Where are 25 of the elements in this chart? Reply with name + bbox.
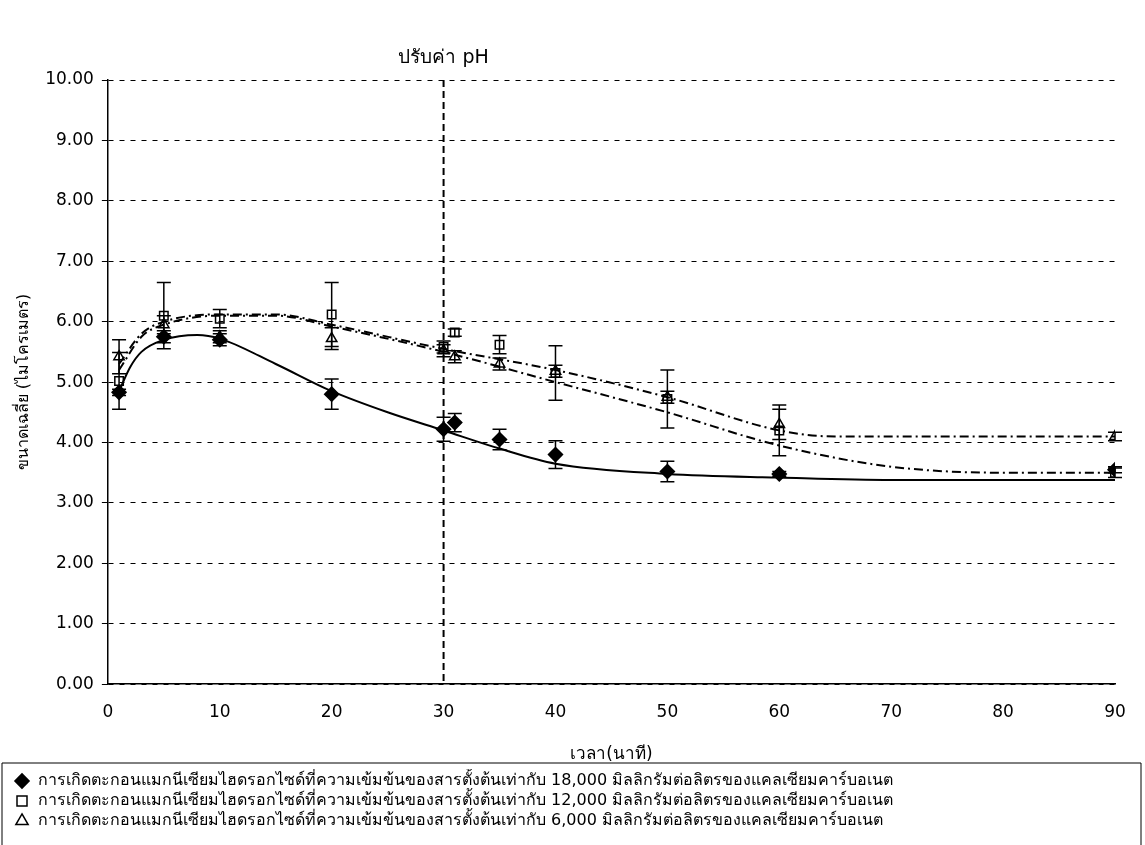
x-tick-label: 80 [992, 700, 1014, 721]
x-tick-label: 50 [656, 700, 679, 721]
x-tick-label: 30 [432, 700, 455, 721]
ref-line-label: ปรับค่า pH [398, 45, 489, 68]
x-axis-title: เวลา(นาที) [570, 743, 653, 764]
x-tick-label: 90 [1104, 700, 1126, 721]
y-tick-label: 2.00 [56, 551, 94, 572]
y-tick-label: 0.00 [56, 672, 94, 693]
x-tick-label: 40 [544, 700, 567, 721]
legend-label: การเกิดตะกอนแมกนีเซียมไฮดรอกไซด์ที่ความเข้มข้นของสารตั้งต้นเท่ากับ 6,000 มิลลิกรัมต่อลิตรของแคลเซียมคาร์บอเนต [38, 808, 883, 830]
x-tick-label: 60 [768, 700, 791, 721]
y-axis-title: ขนาดเฉลี่ย (ไมโครเมตร) [10, 293, 32, 471]
y-tick-label: 8.00 [56, 189, 94, 210]
x-tick-label: 0 [102, 700, 114, 721]
y-tick-label: 3.00 [56, 491, 94, 512]
y-tick-label: 4.00 [56, 430, 94, 451]
x-tick-label: 70 [880, 700, 903, 721]
y-tick-label: 6.00 [56, 310, 94, 331]
y-tick-label: 5.00 [56, 370, 94, 391]
y-tick-label: 9.00 [56, 128, 94, 149]
y-tick-label: 1.00 [56, 612, 94, 633]
x-tick-label: 20 [320, 700, 343, 721]
y-tick-label: 10.00 [45, 68, 94, 89]
x-tick-label: 10 [208, 700, 231, 721]
y-tick-label: 7.00 [56, 249, 94, 270]
